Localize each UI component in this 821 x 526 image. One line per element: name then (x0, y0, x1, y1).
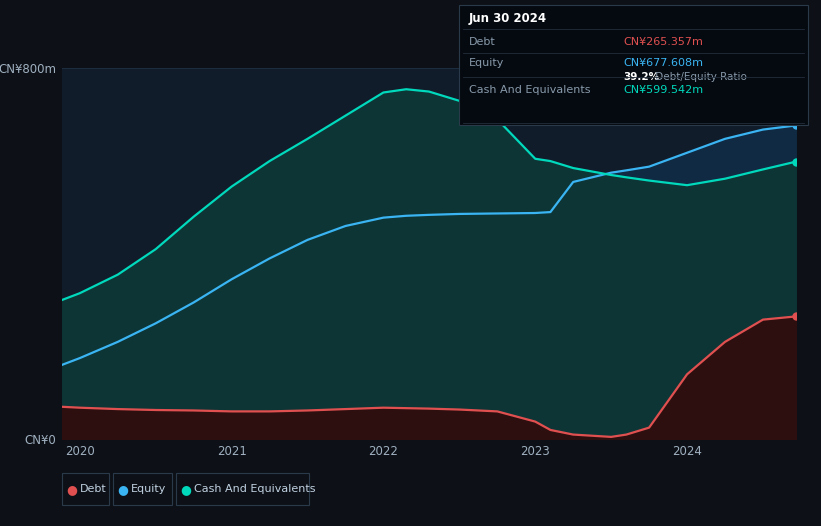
Text: CN¥599.542m: CN¥599.542m (623, 85, 703, 95)
Text: ●: ● (180, 483, 191, 495)
Text: Debt: Debt (469, 37, 496, 47)
Text: Equity: Equity (469, 58, 504, 68)
Text: CN¥265.357m: CN¥265.357m (623, 37, 703, 47)
Text: Jun 30 2024: Jun 30 2024 (469, 12, 547, 25)
Text: ●: ● (117, 483, 129, 495)
Text: 39.2%: 39.2% (623, 72, 659, 82)
Text: Debt/Equity Ratio: Debt/Equity Ratio (652, 72, 746, 82)
Text: ●: ● (66, 483, 77, 495)
Text: Cash And Equivalents: Cash And Equivalents (469, 85, 590, 95)
Text: Equity: Equity (131, 484, 167, 494)
Text: Cash And Equivalents: Cash And Equivalents (194, 484, 315, 494)
Text: CN¥677.608m: CN¥677.608m (623, 58, 703, 68)
Text: Debt: Debt (80, 484, 107, 494)
